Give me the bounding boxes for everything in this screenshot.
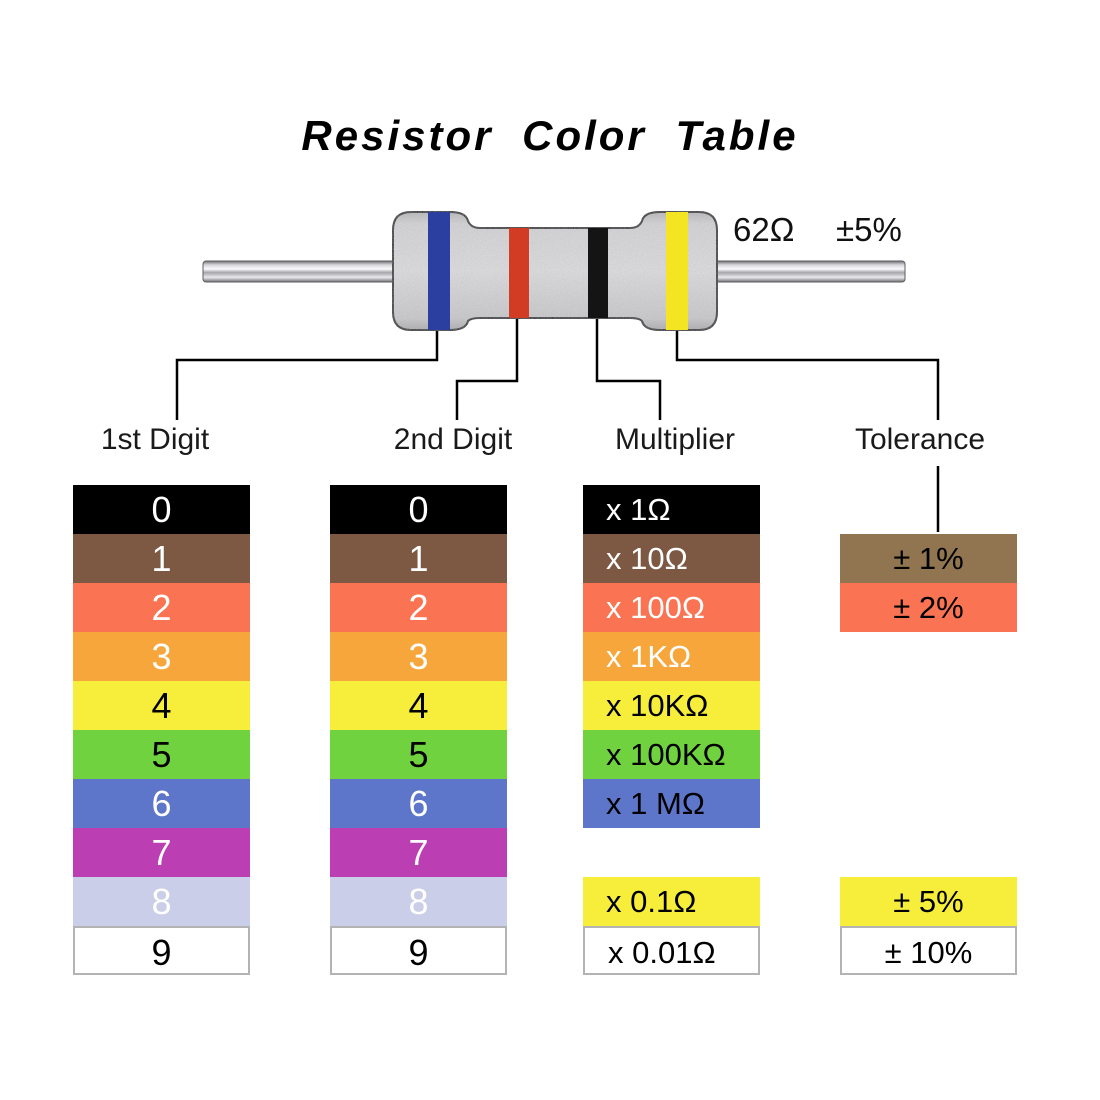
- multiplier-row-black: x 1Ω: [583, 485, 760, 534]
- multiplier-row-yellow: x 0.1Ω: [583, 877, 760, 926]
- band-1st-digit-blue: [428, 212, 450, 330]
- band-2nd-digit-red: [509, 212, 529, 330]
- multiplier-row-blue: x 1 MΩ: [583, 779, 760, 828]
- second-digit-row-yellow: 4: [330, 681, 507, 730]
- first-digit-row-yellow: 4: [73, 681, 250, 730]
- first-digit-row-white: 9: [73, 926, 250, 975]
- multiplier-row-white: x 0.01Ω: [583, 926, 760, 975]
- second-digit-row-red: 2: [330, 583, 507, 632]
- multiplier-row-brown: x 10Ω: [583, 534, 760, 583]
- multiplier-row-yellow: x 10KΩ: [583, 681, 760, 730]
- first-digit-row-red: 2: [73, 583, 250, 632]
- first-digit-row-violet: 7: [73, 828, 250, 877]
- second-digit-row-white: 9: [330, 926, 507, 975]
- second-digit-row-blue: 6: [330, 779, 507, 828]
- multiplier-row-green: x 100KΩ: [583, 730, 760, 779]
- connector-tolerance: [675, 331, 940, 420]
- first-digit-row-blue: 6: [73, 779, 250, 828]
- first-digit-row-brown: 1: [73, 534, 250, 583]
- first-digit-row-gray: 8: [73, 877, 250, 926]
- column-multiplier: x 1Ω x 10Ω x 100Ω x 1KΩ x 10KΩ x 100KΩ x 1 MΩ x…: [583, 485, 760, 977]
- first-digit-row-orange: 3: [73, 632, 250, 681]
- tolerance-row-brown: ± 1%: [840, 534, 1017, 583]
- resistor-tolerance-label: ±5%: [836, 211, 902, 248]
- page-title: Resistor Color Table: [301, 112, 799, 159]
- band-multiplier-black: [588, 212, 608, 330]
- first-digit-row-black: 0: [73, 485, 250, 534]
- second-digit-row-brown: 1: [330, 534, 507, 583]
- column-tolerance: ± 1% ± 2% ± 5% ± 10%: [840, 485, 1017, 977]
- second-digit-row-orange: 3: [330, 632, 507, 681]
- resistor-value-label: 62Ω: [733, 211, 795, 248]
- tolerance-row-white: ± 10%: [840, 926, 1017, 975]
- header-second-digit: 2nd Digit: [393, 423, 513, 456]
- tolerance-row-yellow: ± 5%: [840, 877, 1017, 926]
- header-multiplier: Multiplier: [614, 423, 736, 456]
- header-tolerance: Tolerance: [854, 423, 986, 456]
- resistor-lead-right: [709, 260, 906, 283]
- multiplier-row-red: x 100Ω: [583, 583, 760, 632]
- band-tolerance-yellow: [666, 212, 688, 330]
- second-digit-row-green: 5: [330, 730, 507, 779]
- second-digit-row-violet: 7: [330, 828, 507, 877]
- first-digit-row-green: 5: [73, 730, 250, 779]
- connector-first-digit: [175, 331, 439, 420]
- connector-second-digit: [455, 319, 519, 420]
- connector-multiplier: [595, 319, 662, 420]
- multiplier-row-orange: x 1KΩ: [583, 632, 760, 681]
- resistor-lead-left: [202, 260, 401, 283]
- header-first-digit: 1st Digit: [100, 423, 210, 456]
- second-digit-row-gray: 8: [330, 877, 507, 926]
- second-digit-row-black: 0: [330, 485, 507, 534]
- tolerance-row-red: ± 2%: [840, 583, 1017, 632]
